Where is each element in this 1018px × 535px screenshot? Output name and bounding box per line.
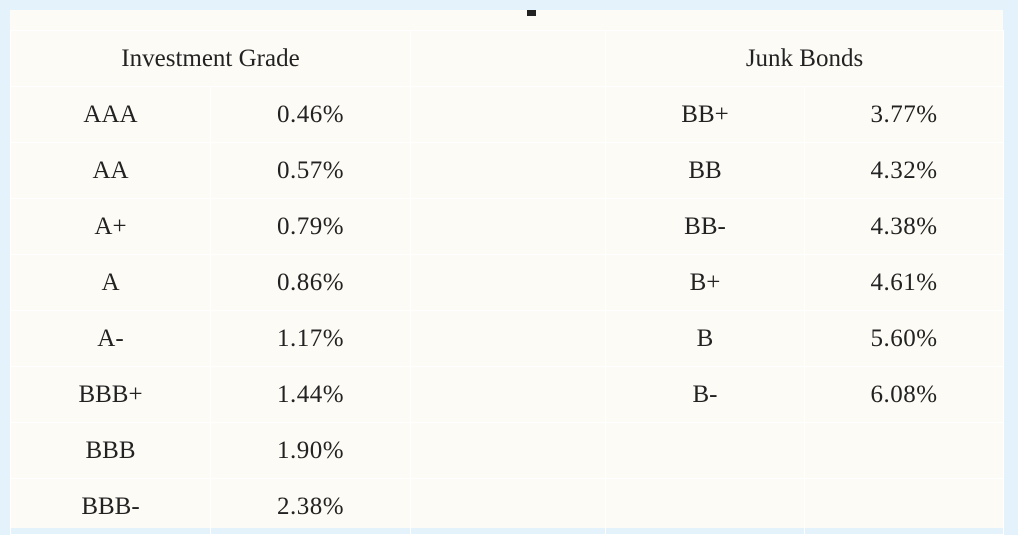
- spacer-cell: [410, 310, 606, 367]
- junk-rate: 3.77%: [803, 86, 1005, 143]
- ig-rate: 1.17%: [210, 310, 411, 367]
- spacer-cell: [410, 254, 606, 311]
- junk-rate: 4.32%: [803, 142, 1005, 199]
- ig-rating: BBB+: [10, 366, 211, 423]
- junk-rate: 4.38%: [803, 198, 1005, 255]
- table-row: BBB- 2.38%: [10, 478, 1005, 535]
- junk-rating: BB+: [605, 86, 805, 143]
- spacer-cell: [410, 366, 606, 423]
- junk-rating-empty: [605, 478, 805, 535]
- ig-rating: AA: [10, 142, 211, 199]
- top-mark: [527, 10, 536, 16]
- ig-rate: 0.57%: [210, 142, 411, 199]
- junk-rating: B+: [605, 254, 805, 311]
- spacer-cell: [410, 30, 606, 87]
- table-row: A 0.86% B+ 4.61%: [10, 254, 1005, 311]
- junk-rating: B: [605, 310, 805, 367]
- junk-rate-empty: [803, 422, 1005, 479]
- ig-rate: 1.90%: [210, 422, 411, 479]
- ig-rating: AAA: [10, 86, 211, 143]
- spacer-cell: [410, 478, 606, 535]
- table-row: A+ 0.79% BB- 4.38%: [10, 198, 1005, 255]
- junk-rating: BB-: [605, 198, 805, 255]
- header-row: Investment Grade Junk Bonds: [10, 30, 1005, 87]
- table-row: BBB+ 1.44% B- 6.08%: [10, 366, 1005, 423]
- junk-rating-empty: [605, 422, 805, 479]
- ig-rate: 0.46%: [210, 86, 411, 143]
- spacer-cell: [410, 422, 606, 479]
- ig-rate: 0.79%: [210, 198, 411, 255]
- ig-rating: A: [10, 254, 211, 311]
- bond-rates-table: Investment Grade Junk Bonds AAA 0.46% BB…: [10, 30, 1005, 535]
- table-row: AAA 0.46% BB+ 3.77%: [10, 86, 1005, 143]
- junk-rate: 5.60%: [803, 310, 1005, 367]
- ig-rate: 2.38%: [210, 478, 411, 535]
- spacer-cell: [410, 86, 606, 143]
- junk-rate-empty: [803, 478, 1005, 535]
- ig-rate: 1.44%: [210, 366, 411, 423]
- junk-bonds-header: Junk Bonds: [604, 30, 1005, 87]
- table-row: BBB 1.90%: [10, 422, 1005, 479]
- ig-rate: 0.86%: [210, 254, 411, 311]
- investment-grade-header: Investment Grade: [10, 30, 411, 87]
- table-row: AA 0.57% BB 4.32%: [10, 142, 1005, 199]
- spacer-cell: [410, 198, 606, 255]
- ig-rating: BBB: [10, 422, 211, 479]
- junk-rating: B-: [605, 366, 805, 423]
- junk-rate: 6.08%: [803, 366, 1005, 423]
- spacer-cell: [410, 142, 606, 199]
- junk-rate: 4.61%: [803, 254, 1005, 311]
- junk-rating: BB: [605, 142, 805, 199]
- ig-rating: A+: [10, 198, 211, 255]
- table-row: A- 1.17% B 5.60%: [10, 310, 1005, 367]
- ig-rating: BBB-: [10, 478, 211, 535]
- ig-rating: A-: [10, 310, 211, 367]
- rates-sheet: Investment Grade Junk Bonds AAA 0.46% BB…: [10, 10, 1005, 535]
